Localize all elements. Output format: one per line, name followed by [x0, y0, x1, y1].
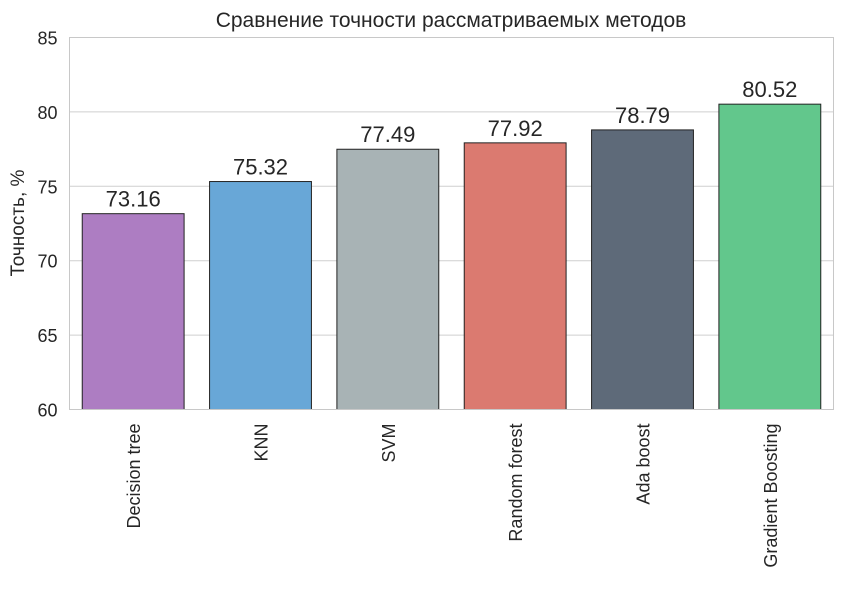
plot-frame: [69, 37, 834, 410]
y-tick-label: 85: [37, 29, 57, 49]
x-tick-label: SVM: [379, 424, 399, 463]
y-tick-label: 75: [37, 177, 57, 197]
chart-title: Сравнение точности рассматриваемых метод…: [216, 9, 687, 32]
x-tick-label: Gradient Boosting: [761, 424, 781, 568]
bar: [81, 213, 185, 410]
x-tick-label: Random forest: [506, 424, 526, 542]
y-tick-label: 80: [37, 103, 57, 123]
y-axis-label: Точность, %: [8, 170, 29, 277]
value-label: 77.92: [488, 116, 543, 141]
value-label: 73.16: [106, 187, 161, 212]
bar: [336, 148, 440, 410]
value-label: 80.52: [742, 77, 797, 102]
value-label: 78.79: [615, 103, 670, 128]
bar: [209, 181, 312, 410]
x-tick-label: Decision tree: [124, 424, 144, 529]
y-tick-label: 60: [37, 401, 57, 421]
x-tick-label: Ada boost: [634, 424, 654, 505]
y-tick-label: 70: [37, 252, 57, 272]
value-label: 75.32: [233, 155, 288, 180]
bar: [591, 129, 694, 411]
bar: [463, 142, 567, 410]
x-tick-label: KNN: [252, 424, 272, 462]
bar: [718, 103, 822, 410]
y-tick-label: 65: [37, 326, 57, 346]
value-label: 77.49: [360, 122, 415, 147]
